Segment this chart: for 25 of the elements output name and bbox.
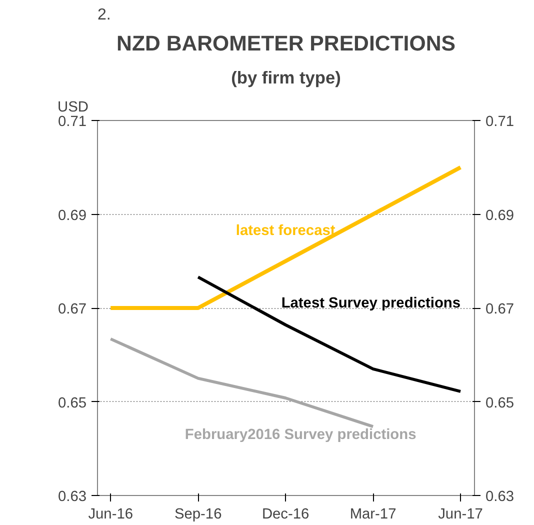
y2-tick-label: 0.63 [486,489,514,505]
x-tick-label: Sep-16 [174,506,222,522]
text: February2016 Survey predictions [184,427,416,443]
chart-title: NZD BAROMETER PREDICTIONS [116,32,456,56]
y2-tick-label: 0.69 [486,208,514,224]
y-tick-label: 0.71 [58,114,87,130]
x-tick-label: Dec-16 [262,506,310,522]
x-tick-label: Jun-16 [88,506,134,522]
y-tick-label: 0.67 [58,302,87,318]
y2-tick-label: 0.65 [486,395,514,412]
y-tick-label: 0.65 [58,395,87,412]
line-series [109,337,375,428]
text: 2. [98,6,111,24]
series-label: Latest Survey predictions [281,295,461,312]
y2-tick-label: 0.71 [486,114,514,130]
y-tick-label: 0.63 [58,489,87,505]
line-series [108,165,463,310]
y-tick-label: 0.69 [58,208,87,224]
y2-tick-label: 0.67 [486,302,514,318]
line-series [196,276,462,393]
chart-subtitle: (by firm type) [231,68,341,88]
series-label: latest forecast [236,223,336,240]
y-axis-title: USD [58,100,88,116]
x-tick-label: Jun-17 [438,506,483,522]
x-tick-label: Mar-17 [350,506,396,522]
